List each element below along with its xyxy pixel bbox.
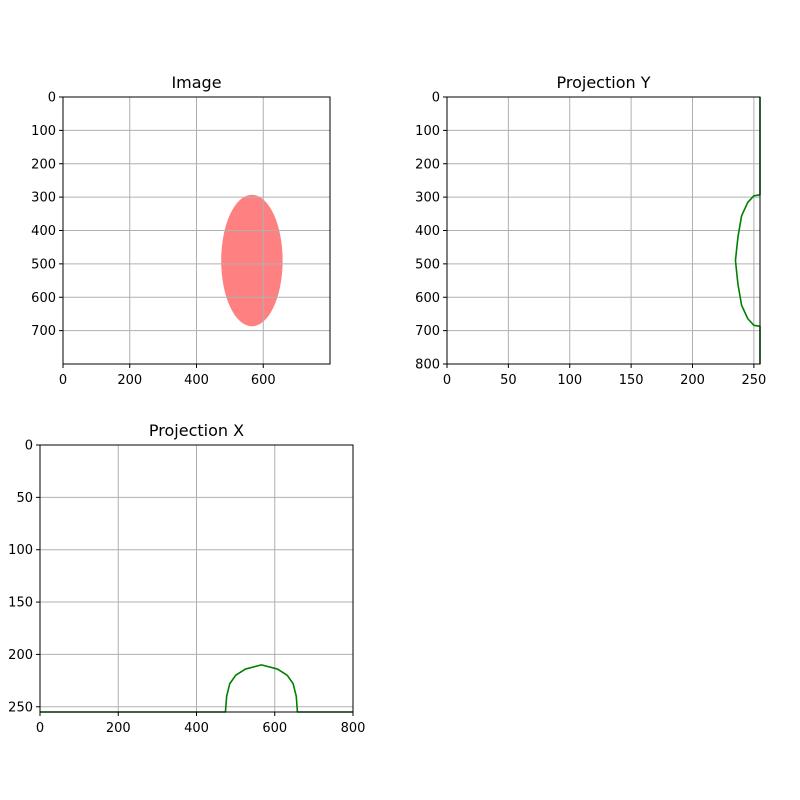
y-tick-label: 600 (31, 291, 56, 306)
x-tick-label: 600 (262, 721, 287, 736)
x-tick-label: 50 (500, 373, 517, 388)
projection-y-panel: 0 50 100 150 200 250 0 100 200 300 400 500 600 700 800… (415, 73, 766, 388)
y-tick-label: 700 (31, 324, 56, 339)
x-tick-label: 200 (117, 373, 142, 388)
x-tick-label: 200 (106, 721, 131, 736)
y-tick-label: 200 (415, 157, 440, 172)
y-tick-label: 800 (415, 358, 440, 373)
x-tick-label: 200 (680, 373, 705, 388)
y-tick-label: 250 (8, 700, 33, 715)
projection-line (40, 664, 353, 713)
y-tick-label: 700 (415, 324, 440, 339)
y-tick-label: 500 (415, 257, 440, 272)
x-tick-label: 0 (59, 373, 67, 388)
y-tick-label: 100 (8, 543, 33, 558)
y-tick-label: 400 (31, 224, 56, 239)
y-tick-label: 50 (16, 491, 33, 506)
x-tick-label: 150 (619, 373, 644, 388)
y-tick-label: 300 (31, 191, 56, 206)
y-tick-label: 200 (31, 157, 56, 172)
chart-title: Image (171, 73, 221, 92)
projection-x-panel: 0 200 400 600 800 0 50 100 150 200 250 Projection X (8, 421, 365, 736)
y-tick-label: 100 (415, 124, 440, 139)
y-tick-label: 200 (8, 648, 33, 663)
x-tick-label: 250 (741, 373, 766, 388)
y-tick-label: 0 (48, 91, 56, 106)
y-tick-label: 600 (415, 291, 440, 306)
x-tick-label: 100 (557, 373, 582, 388)
x-tick-label: 0 (36, 721, 44, 736)
chart-title: Projection X (149, 421, 244, 440)
y-tick-label: 0 (432, 91, 440, 106)
ellipse-shape (221, 194, 283, 327)
y-tick-label: 0 (25, 439, 33, 454)
y-tick-label: 100 (31, 124, 56, 139)
projection-line (734, 97, 761, 364)
y-tick-label: 400 (415, 224, 440, 239)
y-tick-label: 500 (31, 257, 56, 272)
x-tick-label: 400 (184, 721, 209, 736)
image-panel: 0 200 400 600 0 100 200 300 400 500 600 700 Image (31, 73, 331, 388)
x-tick-label: 400 (184, 373, 209, 388)
x-tick-label: 600 (251, 373, 276, 388)
x-tick-label: 0 (443, 373, 451, 388)
x-tick-label: 800 (341, 721, 366, 736)
y-tick-label: 300 (415, 191, 440, 206)
y-tick-label: 150 (8, 596, 33, 611)
chart-title: Projection Y (557, 73, 651, 92)
